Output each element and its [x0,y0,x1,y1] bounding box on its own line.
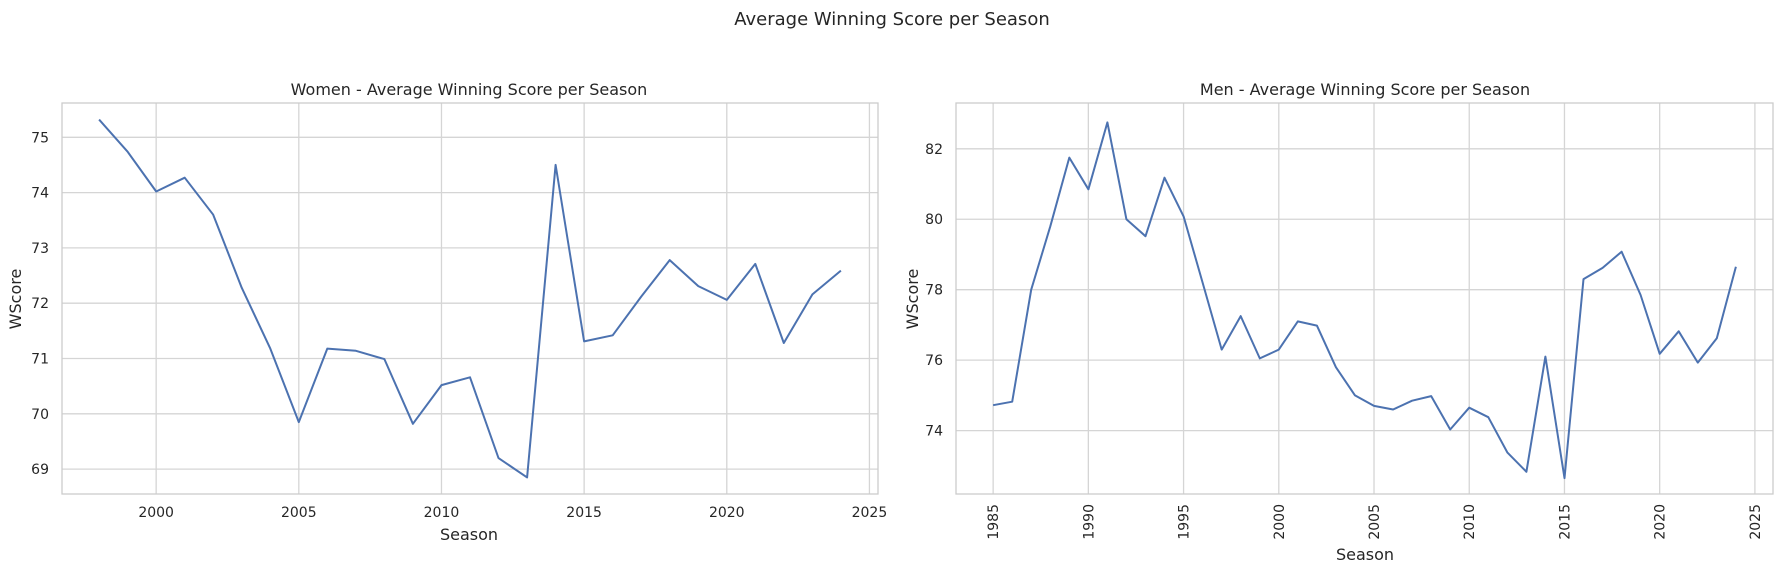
men-x-tick-label: 1995 [1177,504,1193,540]
men-y-tick-label: 74 [925,424,943,440]
women-x-ticks: 2000 2005 2010 2015 2020 2025 [138,505,887,521]
women-y-tick-label: 75 [31,130,49,146]
women-y-tick-label: 69 [31,462,49,478]
women-y-axis-label: WScore [6,269,25,330]
women-y-ticks: 69 70 71 72 73 74 75 [31,130,49,478]
women-x-tick-label: 2010 [424,505,460,521]
women-chart-title: Women - Average Winning Score per Season [291,80,648,99]
women-chart-panel: Women - Average Winning Score per Season… [6,80,887,544]
women-plot-frame [61,102,879,495]
men-x-tick-label: 2005 [1367,504,1383,540]
men-y-tick-label: 78 [925,283,943,299]
women-y-tick-label: 71 [31,352,49,368]
men-grid [956,103,1773,494]
men-y-ticks: 74 76 78 80 82 [925,142,943,440]
men-x-tick-label: 1985 [986,504,1002,540]
men-x-ticks: 1985 1990 1995 2000 2005 2010 2015 2020 2025 [986,504,1764,540]
men-plot-frame [955,102,1774,495]
men-y-axis-label: WScore [903,269,922,330]
men-y-tick-label: 80 [925,212,943,228]
men-y-tick-label: 82 [925,142,943,158]
men-x-tick-label: 1990 [1081,504,1097,540]
men-x-axis-label: Season [1336,545,1394,564]
women-x-tick-label: 2020 [709,505,745,521]
women-x-axis-label: Season [440,525,498,544]
women-wscore-line [98,118,842,479]
women-x-tick-label: 2000 [138,505,174,521]
men-x-tick-label: 2025 [1748,504,1764,540]
women-y-tick-label: 70 [31,407,49,423]
men-x-tick-label: 2010 [1462,504,1478,540]
women-x-tick-label: 2015 [566,505,602,521]
men-x-tick-label: 2020 [1653,504,1669,540]
women-y-tick-label: 74 [31,186,49,202]
men-x-tick-label: 2015 [1557,504,1573,540]
women-grid [62,103,878,494]
women-x-tick-label: 2005 [281,505,317,521]
figure-suptitle: Average Winning Score per Season [734,9,1050,30]
women-x-tick-label: 2025 [852,505,888,521]
men-wscore-line [992,121,1737,480]
women-y-tick-label: 72 [31,296,49,312]
men-chart-panel: Men - Average Winning Score per Season 1… [903,80,1774,564]
men-chart-title: Men - Average Winning Score per Season [1200,80,1530,99]
men-x-tick-label: 2000 [1272,504,1288,540]
women-y-tick-label: 73 [31,241,49,257]
men-y-tick-label: 76 [925,353,943,369]
